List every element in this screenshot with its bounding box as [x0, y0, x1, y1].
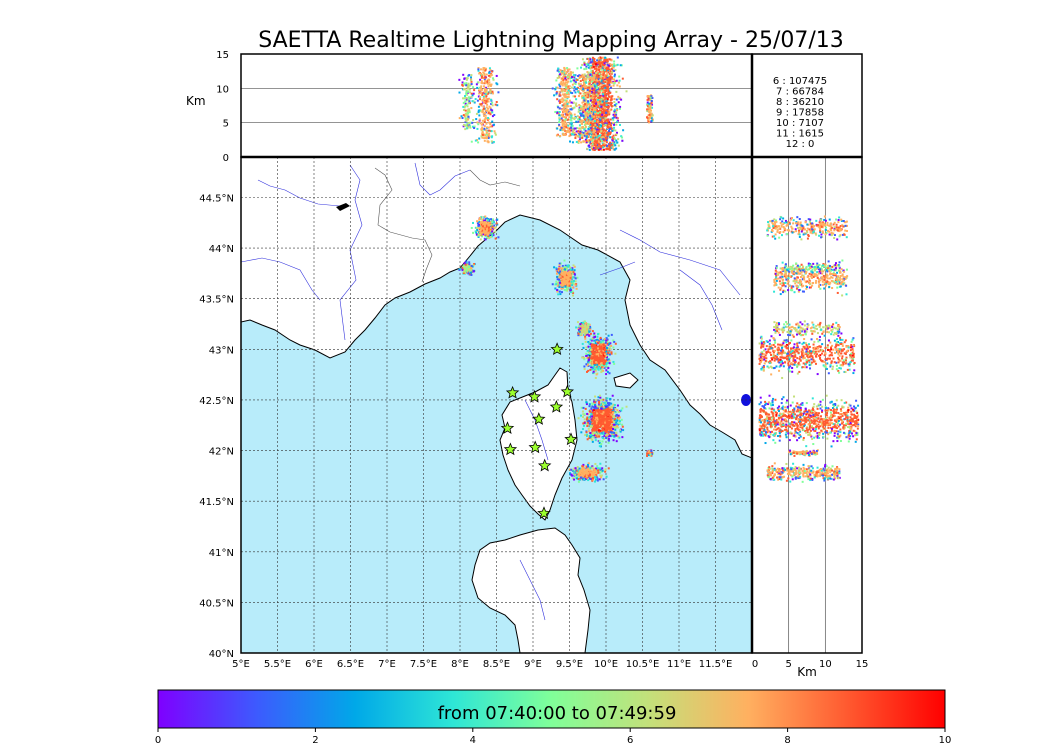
lightning-cluster-altitude — [551, 66, 579, 138]
lightning-cluster — [581, 330, 617, 379]
colorbar-tick-label: 6 — [627, 735, 633, 746]
altitude-tick-label: 10 — [216, 84, 229, 95]
lightning-cluster — [458, 260, 476, 276]
lma-station-star — [500, 421, 515, 434]
station-count-row: 8 : 36210 — [776, 97, 824, 108]
lat-tick-label: 40.5°N — [199, 598, 234, 609]
lma-station-star — [560, 384, 574, 398]
colorbar-gradient — [157, 689, 946, 729]
lma-station-star — [528, 440, 542, 454]
altitude-tick-label: 0 — [223, 153, 229, 164]
side-axis-label: Km — [797, 665, 817, 679]
lightning-cluster-side — [773, 259, 849, 297]
altitude-tick-label: 5 — [223, 119, 229, 130]
lightning-cluster — [568, 462, 610, 483]
lightning-cluster-altitude — [568, 73, 610, 144]
lma-station-star — [503, 442, 518, 456]
lightning-cluster — [575, 320, 592, 338]
lat-tick-label: 44°N — [209, 244, 234, 255]
station-count-row: 9 : 17858 — [776, 108, 824, 119]
lake — [336, 203, 350, 211]
lightning-cluster-altitude — [470, 67, 500, 144]
lat-tick-label: 41.5°N — [199, 497, 234, 508]
lightning-cluster — [646, 449, 654, 457]
plan-view-map: 5°E 5.5°E 6°E 6.5°E 7°E 7.5°E 8°E 8.5°E 9°E 9.5°E… — [199, 156, 753, 670]
lon-tick-label: 7.5°E — [410, 659, 437, 670]
sardinia-land — [471, 527, 591, 653]
lon-tick-label: 7°E — [378, 659, 396, 670]
lightning-cluster — [551, 259, 579, 297]
station-count-row: 7 : 66784 — [776, 87, 824, 98]
colorbar-tick-label: 2 — [312, 735, 318, 746]
rivers — [241, 162, 741, 621]
chart-title: SAETTA Realtime Lightning Mapping Array … — [258, 28, 844, 53]
lon-tick-label: 6.5°E — [337, 659, 364, 670]
station-count-row: 6 : 107475 — [773, 76, 827, 87]
lma-station-star — [537, 506, 551, 520]
lat-tick-label: 43.5°N — [199, 295, 234, 306]
lightning-cluster-side — [787, 449, 819, 457]
lightning-cluster-side — [773, 320, 841, 338]
lma-station-star — [549, 399, 564, 413]
lightning-cluster-side — [766, 215, 849, 241]
lma-station-star — [527, 389, 542, 403]
colorbar-tick-label: 0 — [155, 735, 161, 746]
elba-island — [613, 372, 639, 389]
lat-tick-label: 41°N — [209, 548, 234, 559]
lon-tick-label: 8°E — [451, 659, 469, 670]
lightning-cluster-side — [758, 394, 860, 448]
lat-tick-label: 40°N — [209, 649, 234, 660]
lon-tick-label: 8.5°E — [483, 659, 510, 670]
lat-tick-label: 43°N — [209, 345, 234, 356]
station-count-row: 12 : 0 — [786, 139, 815, 150]
colorbar-tick-label: 8 — [784, 735, 790, 746]
side-tick-label: 10 — [819, 659, 832, 670]
borders — [374, 167, 521, 283]
lma-station-star — [532, 412, 546, 425]
lma-station-star — [550, 342, 564, 356]
altitude-axis-label: Km — [186, 94, 206, 108]
lat-tick-label: 42°N — [209, 447, 234, 458]
station-count-row: 11 : 1615 — [776, 129, 824, 140]
lon-tick-label: 10°E — [594, 659, 618, 670]
lon-tick-label: 6°E — [305, 659, 323, 670]
lightning-cluster — [577, 394, 628, 448]
colorbar-tick-label: 4 — [470, 735, 476, 746]
side-tick-label: 15 — [856, 659, 869, 670]
lightning-cluster-side — [766, 462, 841, 483]
lon-tick-label: 9.5°E — [556, 659, 583, 670]
lma-station-star — [505, 385, 520, 399]
lma-station-star — [564, 432, 578, 446]
station-count-row: 10 : 7107 — [776, 118, 824, 129]
lightning-cluster-altitude — [458, 73, 476, 131]
side-tick-label: 0 — [752, 659, 758, 670]
colorbar-label: from 07:40:00 to 07:49:59 — [438, 703, 677, 724]
latitude-altitude-panel: 0 5 10 15 Km — [241, 54, 868, 679]
lat-tick-label: 44.5°N — [199, 193, 234, 204]
lon-tick-label: 10.5°E — [626, 659, 660, 670]
lma-station-star — [538, 458, 552, 472]
colorbar: from 07:40:00 to 07:49:59 0 2 4 6 8 10 — [155, 689, 952, 746]
lon-tick-label: 5°E — [232, 659, 250, 670]
lightning-cluster-side — [758, 330, 856, 379]
altitude-panel: 0 5 10 15 Km — [186, 50, 753, 164]
colorbar-tick-label: 10 — [939, 735, 952, 746]
altitude-tick-label: 15 — [216, 50, 229, 61]
lon-tick-label: 9°E — [524, 659, 542, 670]
lightning-cluster — [470, 215, 500, 241]
lat-tick-label: 42.5°N — [199, 396, 234, 407]
lon-tick-label: 11.5°E — [699, 659, 733, 670]
side-tick-label: 5 — [785, 659, 791, 670]
lightning-cluster-altitude — [646, 94, 654, 124]
lon-tick-label: 5.5°E — [264, 659, 291, 670]
lon-tick-label: 11°E — [667, 659, 691, 670]
